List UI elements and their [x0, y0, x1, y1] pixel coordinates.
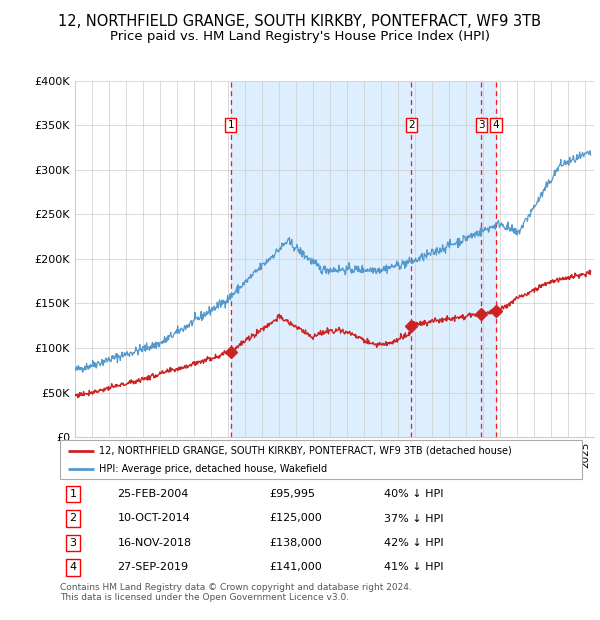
Text: 41% ↓ HPI: 41% ↓ HPI: [383, 562, 443, 572]
Text: Contains HM Land Registry data © Crown copyright and database right 2024.
This d: Contains HM Land Registry data © Crown c…: [60, 583, 412, 602]
Text: 3: 3: [70, 538, 77, 548]
Text: 42% ↓ HPI: 42% ↓ HPI: [383, 538, 443, 548]
Text: 3: 3: [478, 120, 485, 130]
Text: 12, NORTHFIELD GRANGE, SOUTH KIRKBY, PONTEFRACT, WF9 3TB (detached house): 12, NORTHFIELD GRANGE, SOUTH KIRKBY, PON…: [99, 446, 512, 456]
Text: 4: 4: [493, 120, 499, 130]
Text: 27-SEP-2019: 27-SEP-2019: [118, 562, 188, 572]
Bar: [231, 81, 496, 437]
Text: 40% ↓ HPI: 40% ↓ HPI: [383, 489, 443, 499]
Text: 2: 2: [70, 513, 77, 523]
Text: 1: 1: [70, 489, 77, 499]
Text: 37% ↓ HPI: 37% ↓ HPI: [383, 513, 443, 523]
Text: £125,000: £125,000: [269, 513, 322, 523]
Text: 12, NORTHFIELD GRANGE, SOUTH KIRKBY, PONTEFRACT, WF9 3TB: 12, NORTHFIELD GRANGE, SOUTH KIRKBY, PON…: [59, 14, 542, 29]
Text: £141,000: £141,000: [269, 562, 322, 572]
Text: 1: 1: [227, 120, 234, 130]
Text: Price paid vs. HM Land Registry's House Price Index (HPI): Price paid vs. HM Land Registry's House …: [110, 30, 490, 43]
Text: 16-NOV-2018: 16-NOV-2018: [118, 538, 191, 548]
Text: £95,995: £95,995: [269, 489, 315, 499]
Text: HPI: Average price, detached house, Wakefield: HPI: Average price, detached house, Wake…: [99, 464, 327, 474]
Text: 4: 4: [70, 562, 77, 572]
Text: 25-FEB-2004: 25-FEB-2004: [118, 489, 189, 499]
Text: 2: 2: [408, 120, 415, 130]
Text: £138,000: £138,000: [269, 538, 322, 548]
Text: 10-OCT-2014: 10-OCT-2014: [118, 513, 190, 523]
FancyBboxPatch shape: [60, 440, 582, 479]
